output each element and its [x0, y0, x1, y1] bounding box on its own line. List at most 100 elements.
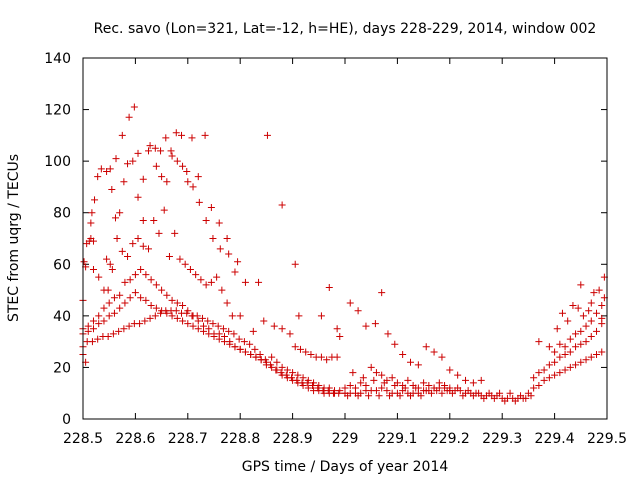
data-point [198, 314, 206, 322]
data-point [582, 338, 590, 346]
data-point [165, 253, 173, 261]
data-point [88, 338, 96, 346]
data-point [179, 302, 187, 310]
data-point [420, 379, 428, 387]
data-point [598, 314, 606, 322]
data-point [236, 345, 244, 353]
data-point [317, 353, 325, 361]
data-point [551, 358, 559, 366]
data-points [79, 103, 608, 405]
data-point [477, 376, 485, 384]
data-point [556, 369, 564, 377]
data-point [417, 392, 425, 400]
data-point [158, 173, 166, 181]
data-point [241, 278, 249, 286]
data-point [375, 392, 383, 400]
data-point [561, 366, 569, 374]
data-point [522, 394, 530, 402]
data-point [566, 363, 574, 371]
data-point [572, 330, 580, 338]
data-point [209, 320, 217, 328]
data-point [333, 325, 341, 333]
data-point [459, 392, 467, 400]
data-point [384, 330, 392, 338]
data-point [294, 371, 302, 379]
data-point [236, 312, 244, 320]
data-point [204, 317, 212, 325]
x-tick-label: 229.1 [377, 431, 417, 447]
data-point [582, 356, 590, 364]
data-point [469, 379, 477, 387]
data-point [207, 278, 215, 286]
data-point [278, 325, 286, 333]
data-point [291, 260, 299, 268]
data-point [412, 384, 420, 392]
data-point [168, 296, 176, 304]
data-point [171, 229, 179, 237]
data-point [307, 351, 315, 359]
data-point [124, 253, 132, 261]
data-point [587, 317, 595, 325]
data-point [141, 317, 149, 325]
data-point [139, 216, 147, 224]
data-point [108, 265, 116, 273]
data-point [109, 330, 117, 338]
data-point [438, 353, 446, 361]
data-point [108, 186, 116, 194]
data-point [100, 317, 108, 325]
data-point [401, 384, 409, 392]
data-point [407, 392, 414, 400]
data-point [246, 340, 254, 348]
data-point [158, 286, 166, 294]
data-point [566, 348, 574, 356]
data-point [89, 317, 97, 325]
data-point [152, 281, 160, 289]
data-point [289, 369, 297, 377]
data-point [561, 343, 569, 351]
data-point [485, 389, 493, 397]
data-point [370, 376, 378, 384]
data-point [380, 379, 388, 387]
data-point [535, 381, 543, 389]
data-point [443, 387, 451, 395]
data-point [223, 235, 231, 242]
data-point [173, 314, 181, 322]
data-point [100, 304, 108, 312]
data-point [396, 392, 404, 400]
data-point [173, 299, 181, 307]
data-point [184, 320, 192, 328]
data-point [577, 281, 585, 289]
data-point [223, 299, 231, 307]
x-tick-label: 229.4 [535, 431, 575, 447]
data-point [593, 327, 601, 335]
y-tick-label: 20 [53, 360, 71, 376]
y-tick-label: 0 [62, 412, 71, 428]
data-point [209, 235, 217, 242]
data-point [577, 327, 585, 335]
data-point [113, 235, 121, 242]
data-point [582, 322, 590, 330]
data-point [325, 283, 333, 291]
data-point [147, 302, 155, 310]
y-tick-label: 100 [44, 154, 71, 170]
data-point [200, 327, 208, 335]
data-point [572, 361, 580, 369]
data-point [422, 343, 430, 351]
data-point [422, 387, 430, 395]
data-point [157, 147, 165, 155]
data-point [256, 351, 264, 359]
x-tick-label: 228.9 [273, 431, 313, 447]
data-point [97, 165, 105, 173]
data-point [183, 167, 191, 175]
data-point [152, 162, 160, 170]
data-point [553, 325, 561, 333]
data-point [95, 312, 103, 320]
data-point [105, 312, 113, 320]
data-point [106, 260, 114, 268]
data-point [263, 131, 271, 139]
data-point [388, 374, 396, 382]
data-point [145, 245, 152, 253]
data-point [587, 353, 595, 361]
data-point [104, 332, 112, 340]
data-point [524, 389, 532, 397]
